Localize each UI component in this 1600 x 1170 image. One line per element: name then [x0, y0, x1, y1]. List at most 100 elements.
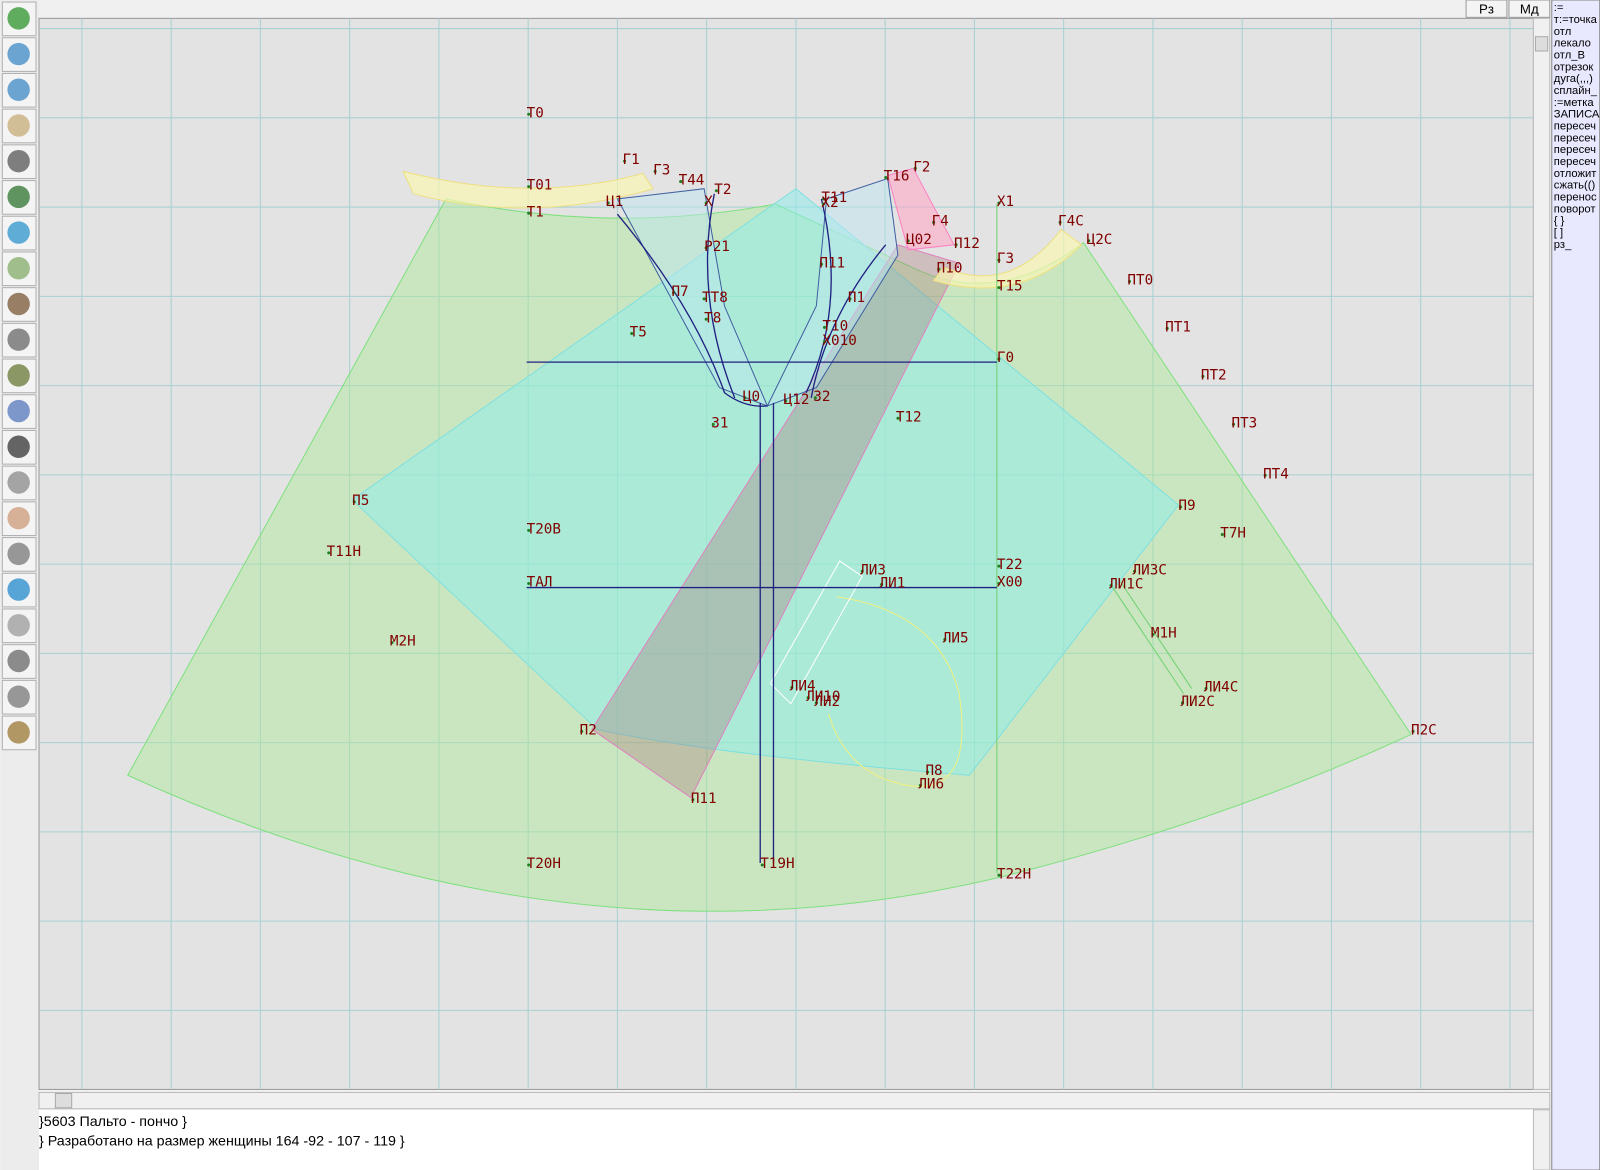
- command-item[interactable]: сжать((): [1554, 180, 1596, 192]
- point-label: Т11Н: [327, 544, 361, 560]
- sleeve-strip: [591, 244, 960, 799]
- status-area: [39, 1109, 1534, 1170]
- point-marker: [821, 202, 825, 206]
- point-marker: [896, 416, 900, 420]
- button-label[interactable]: Мд: [1520, 1, 1539, 16]
- command-item[interactable]: поворот: [1554, 203, 1596, 215]
- point-marker: [997, 564, 1001, 568]
- point-marker: [1178, 505, 1183, 509]
- point-label: ПТ2: [1201, 367, 1227, 383]
- point-label: Х010: [822, 333, 856, 349]
- point-marker: [906, 239, 910, 243]
- point-marker: [880, 582, 884, 587]
- point-marker: [527, 581, 531, 585]
- command-item[interactable]: отложит: [1554, 168, 1597, 180]
- tool-icon: [7, 721, 30, 744]
- point-label: Г4: [932, 213, 949, 229]
- shoulder-piece: [887, 167, 955, 251]
- tool-icon: [7, 78, 30, 101]
- point-label: Т22: [997, 557, 1023, 573]
- point-label: Ц12: [784, 392, 810, 408]
- point-marker: [671, 291, 676, 295]
- command-item[interactable]: пересеч: [1554, 132, 1596, 144]
- point-marker: [527, 185, 531, 189]
- point-label: П9: [1178, 498, 1195, 514]
- point-label: П7: [671, 284, 688, 300]
- point-label: Х1: [997, 194, 1014, 210]
- point-label: ЛИ5: [943, 631, 969, 647]
- tool-icon: [7, 649, 30, 673]
- command-item[interactable]: отл_В: [1554, 50, 1585, 62]
- point-marker: [1109, 583, 1113, 588]
- command-item[interactable]: [ ]: [1554, 227, 1563, 239]
- point-label: Г3: [653, 162, 670, 178]
- point-marker: [932, 220, 936, 224]
- tool-icon: [7, 185, 30, 209]
- point-label: Т7Н: [1220, 526, 1246, 542]
- point-label: Г2: [913, 159, 930, 175]
- tool-icon: [7, 7, 30, 30]
- point-label: ТАЛ: [527, 575, 553, 591]
- point-label: Т12: [896, 409, 922, 425]
- command-item[interactable]: пересеч: [1554, 121, 1596, 133]
- point-label: ЛИ4С: [1204, 680, 1238, 696]
- point-marker: [813, 396, 817, 400]
- command-item[interactable]: перенос: [1554, 192, 1597, 204]
- scroll-thumb-h[interactable]: [54, 1092, 73, 1109]
- point-marker: [822, 325, 827, 329]
- tool-icon: [7, 578, 30, 601]
- command-item[interactable]: ЗАПИСА: [1554, 109, 1600, 121]
- command-list: :=т:=точкаотллекалоотл_Вотрезокдуга(,,,)…: [1554, 2, 1600, 251]
- point-label: ТТ8: [702, 290, 728, 306]
- horizontal-scrollbar[interactable]: [38, 1091, 1551, 1110]
- command-item[interactable]: лекало: [1554, 38, 1591, 50]
- point-label: Х00: [997, 575, 1023, 591]
- point-label: Х: [704, 194, 713, 210]
- point-label: Т16: [884, 169, 910, 185]
- tool-icons: [1, 1, 37, 751]
- command-item[interactable]: :=метка: [1554, 97, 1595, 109]
- command-item[interactable]: рз_: [1554, 239, 1572, 251]
- point-label: Т22Н: [997, 866, 1031, 882]
- point-marker: [1165, 326, 1169, 330]
- command-item[interactable]: отл: [1554, 26, 1571, 38]
- command-item[interactable]: т:=точка: [1554, 14, 1598, 26]
- vertical-scrollbar[interactable]: [1532, 17, 1551, 1090]
- point-marker: [790, 685, 794, 690]
- point-marker: [997, 873, 1001, 877]
- point-label: ЛИ6: [918, 777, 944, 793]
- button[interactable]: [1465, 0, 1508, 18]
- command-item[interactable]: дуга(,,,): [1554, 73, 1593, 85]
- point-label: П2С: [1411, 722, 1437, 738]
- command-item[interactable]: отрезок: [1554, 61, 1594, 73]
- cape-panel: [351, 188, 1180, 776]
- point-label: М2Н: [390, 634, 416, 650]
- button[interactable]: [1508, 0, 1551, 18]
- command-item[interactable]: { }: [1554, 215, 1565, 227]
- command-item[interactable]: сплайн_: [1554, 85, 1598, 97]
- command-item[interactable]: :=: [1554, 2, 1564, 14]
- point-marker: [806, 696, 810, 700]
- point-label: Х2: [821, 195, 838, 211]
- point-label: Г4С: [1058, 213, 1084, 229]
- point-marker: [913, 166, 917, 170]
- point-label: Ц2С: [1087, 232, 1113, 248]
- command-item[interactable]: пересеч: [1554, 144, 1596, 156]
- point-marker: [997, 286, 1001, 290]
- point-marker: [997, 581, 1001, 585]
- tool-icon: [7, 292, 30, 316]
- command-item[interactable]: пересеч: [1554, 156, 1596, 168]
- point-label: Т5: [630, 325, 647, 341]
- point-marker: [954, 243, 958, 247]
- point-marker: [1087, 239, 1091, 243]
- point-marker: [943, 638, 947, 642]
- point-marker: [937, 267, 941, 271]
- point-label: Т1: [527, 204, 544, 220]
- point-label: ЛИ2С: [1180, 694, 1214, 710]
- button-label[interactable]: Рз: [1479, 1, 1494, 16]
- scroll-thumb[interactable]: [1534, 36, 1549, 52]
- status-scrollbar[interactable]: [1532, 1109, 1551, 1170]
- collar-right: [932, 228, 1083, 289]
